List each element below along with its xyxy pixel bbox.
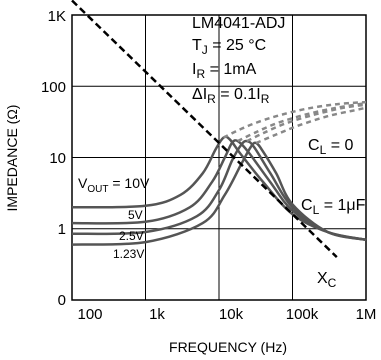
cl-1uf-label: CL = 1μF	[301, 197, 366, 217]
part-number: LM4041-ADJ	[192, 15, 285, 32]
y-tick-label: 100	[41, 79, 66, 96]
x-axis-title: FREQUENCY (Hz)	[169, 339, 287, 355]
y-axis-title: IMPEDANCE (Ω)	[4, 105, 20, 212]
delta-ir-condition: ΔIR = 0.1IR	[192, 86, 270, 106]
series-line-6	[246, 103, 367, 143]
vout-5v-label: 5V	[128, 208, 143, 222]
xc-label: XC	[317, 270, 337, 290]
ir-condition: IR = 1mA	[192, 61, 257, 81]
tj-condition: TJ = 25 °C	[192, 37, 266, 57]
x-tick-label: 100	[77, 306, 102, 323]
series-line-7	[255, 106, 367, 145]
x-tick-label: 100k	[286, 306, 319, 323]
vout-10v-label: VOUT = 10V	[78, 175, 150, 195]
y-tick-label: 1	[58, 221, 66, 238]
series-line-5	[237, 101, 367, 143]
series-line-1	[71, 139, 367, 242]
x-tick-label: 10k	[219, 306, 244, 323]
y-tick-label: 10	[49, 150, 66, 167]
series-line-2	[71, 139, 367, 242]
cl-zero-label: CL = 0	[308, 137, 353, 157]
y-tick-label: 0	[58, 292, 66, 309]
vout-1v23-label: 1.23V	[113, 247, 144, 261]
x-tick-label: 1k	[149, 306, 165, 323]
y-tick-label: 1K	[48, 8, 66, 25]
vout-2v5-label: 2.5V	[119, 229, 144, 243]
x-tick-label: 1M	[356, 306, 377, 323]
series-layer	[71, 0, 367, 258]
series-line-4	[222, 100, 367, 139]
series-line-8	[71, 0, 338, 258]
series-line-3	[71, 141, 367, 246]
